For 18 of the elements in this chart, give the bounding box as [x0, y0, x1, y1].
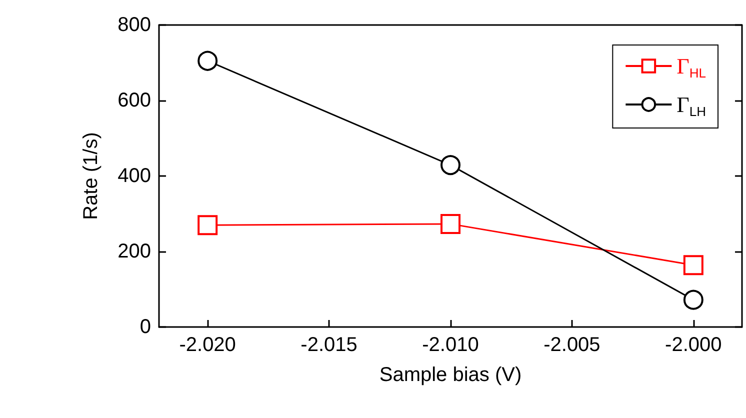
- point: [198, 215, 218, 236]
- y-tick-label: 400: [118, 165, 151, 187]
- point: [198, 50, 218, 71]
- x-tick-label: -2.020: [179, 334, 236, 356]
- y-tick-label: 800: [118, 14, 151, 36]
- point: [683, 255, 704, 276]
- x-tick-label: -2.010: [422, 334, 479, 356]
- point: [683, 290, 704, 310]
- y-tick-label: 600: [118, 90, 151, 112]
- x-tick-label: -2.005: [544, 334, 600, 356]
- x-tick-label: -2.000: [665, 334, 722, 356]
- x-axis-title: Sample bias (V): [379, 364, 522, 386]
- y-tick-label: 200: [118, 240, 151, 262]
- y-tick-label: 0: [140, 316, 151, 338]
- point: [440, 155, 460, 176]
- y-axis-title: Rate (1/s): [80, 132, 102, 220]
- x-tick-label: -2.015: [300, 334, 358, 356]
- point: [440, 214, 460, 234]
